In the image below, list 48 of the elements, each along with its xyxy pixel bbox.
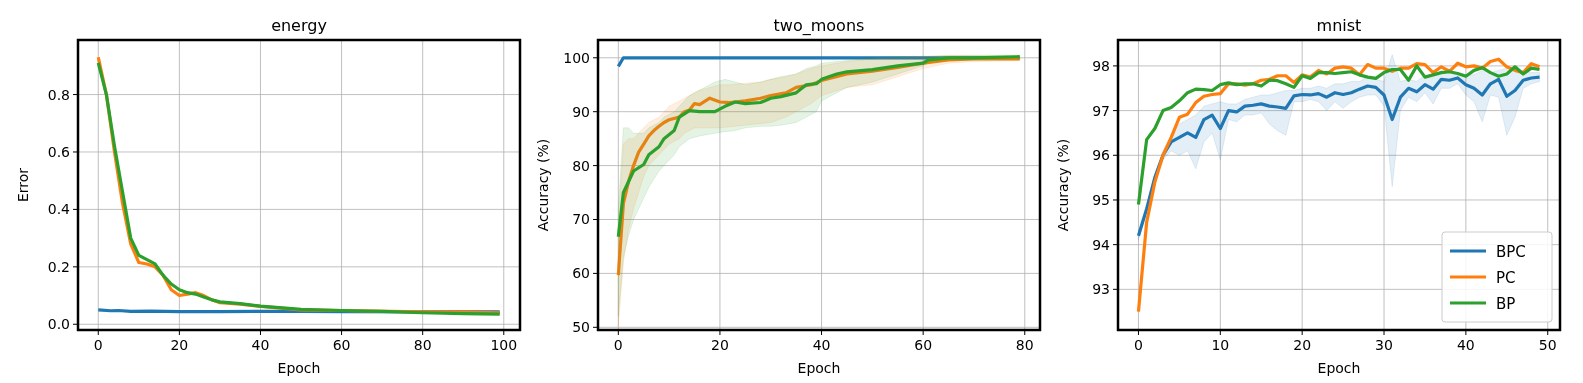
- y-tick-label: 100: [563, 49, 590, 66]
- chart-title: mnist: [1316, 16, 1362, 35]
- legend-label: BPC: [1496, 243, 1526, 261]
- y-tick-label: 0.2: [47, 258, 70, 275]
- y-tick-label: 70: [572, 211, 590, 228]
- x-tick-label: 40: [812, 337, 831, 353]
- y-axis-title: Accuracy (%): [1055, 138, 1071, 232]
- x-tick-label: 0: [613, 337, 623, 353]
- x-tick-label: 20: [170, 337, 189, 353]
- y-tick-label: 0.0: [47, 316, 70, 333]
- x-tick-label: 20: [711, 337, 729, 353]
- y-tick-label: 0.6: [47, 143, 71, 160]
- x-tick-label: 40: [251, 337, 270, 353]
- y-tick-label: 80: [572, 157, 590, 174]
- legend-label: PC: [1496, 269, 1516, 287]
- x-axis-title: Epoch: [1317, 360, 1361, 376]
- y-tick-label: 98: [1092, 57, 1110, 74]
- y-tick-label: 95: [1092, 191, 1110, 208]
- x-tick-label: 60: [914, 337, 933, 353]
- x-tick-label: 80: [1015, 337, 1034, 353]
- x-tick-label: 60: [332, 337, 351, 353]
- chart-title: energy: [271, 16, 327, 35]
- line-series: [616, 55, 1022, 239]
- y-tick-label: 94: [1092, 236, 1111, 253]
- x-tick-label: 0: [1134, 337, 1143, 353]
- line-series: [1136, 64, 1542, 207]
- y-tick-label: 0.4: [47, 201, 71, 218]
- x-tick-label: 40: [1456, 337, 1475, 353]
- y-tick-label: 90: [572, 103, 590, 120]
- x-tick-label: 50: [1538, 337, 1557, 353]
- x-tick-label: 0: [93, 337, 103, 353]
- x-tick-label: 100: [490, 337, 518, 353]
- x-tick-label: 20: [1293, 337, 1312, 353]
- x-tick-label: 30: [1375, 337, 1393, 353]
- y-tick-label: 97: [1092, 102, 1110, 119]
- x-axis-title: Epoch: [797, 360, 841, 376]
- y-tick-label: 93: [1092, 281, 1110, 298]
- y-axis-title: Error: [15, 167, 31, 203]
- legend-label: BP: [1496, 295, 1516, 313]
- x-tick-label: 80: [413, 337, 432, 353]
- y-tick-label: 0.8: [47, 86, 70, 103]
- chart-title: two_moons: [773, 16, 865, 36]
- x-axis-title: Epoch: [277, 360, 321, 376]
- y-tick-label: 96: [1092, 147, 1111, 164]
- y-tick-label: 50: [572, 319, 590, 336]
- y-axis-title: Accuracy (%): [535, 138, 551, 232]
- x-tick-label: 10: [1211, 337, 1230, 353]
- y-tick-label: 60: [572, 265, 590, 282]
